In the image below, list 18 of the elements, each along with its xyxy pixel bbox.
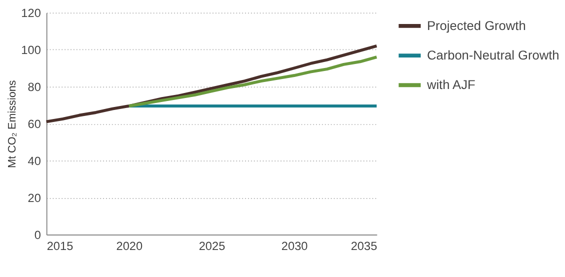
y-tick-label: 100 (21, 43, 42, 58)
x-tick-label: 2025 (198, 238, 226, 253)
legend-label: Projected Growth (426, 18, 526, 33)
x-tick-label: 2030 (281, 238, 308, 253)
legend-label: with AJF (426, 77, 476, 92)
y-tick-label: 20 (28, 190, 42, 205)
y-tick-label: 60 (28, 117, 42, 132)
y-tick-label: 40 (28, 154, 42, 168)
y-tick-label: 120 (21, 6, 42, 20)
x-tick-label: 2015 (46, 238, 74, 253)
legend-label: Carbon-Neutral Growth (426, 47, 560, 62)
line-series (127, 56, 378, 108)
x-tick-label: 2020 (116, 238, 143, 253)
y-tick-label: 0 (34, 228, 42, 242)
line-series (44, 44, 378, 124)
x-tick-label: 2035 (350, 238, 378, 253)
y-axis-title: Mt CO₂ Emissions (6, 80, 18, 168)
y-tick-label: 80 (28, 80, 42, 94)
